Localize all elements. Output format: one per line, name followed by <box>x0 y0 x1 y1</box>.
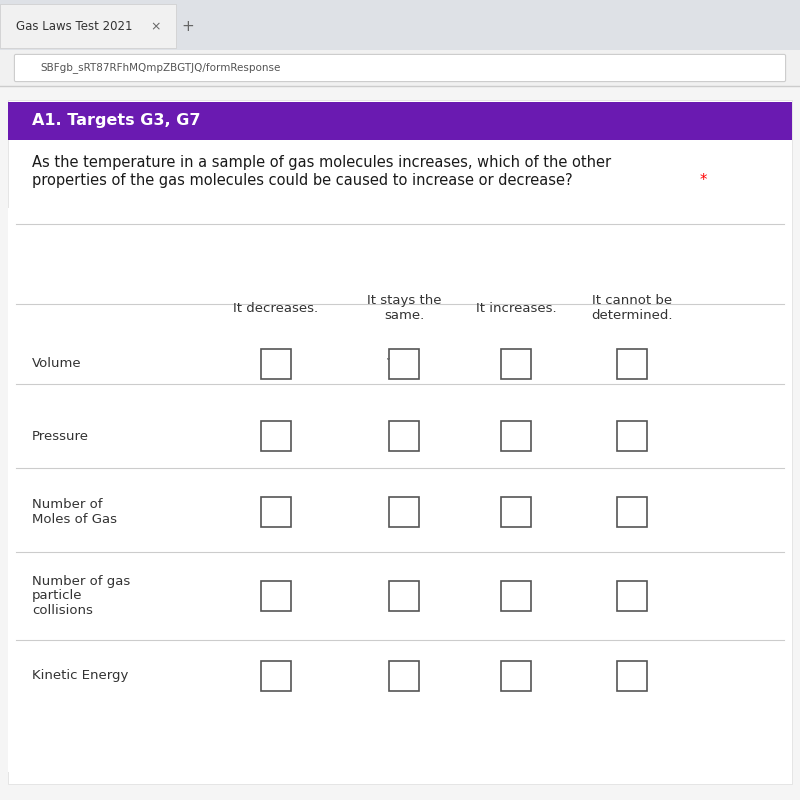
Text: ˇ: ˇ <box>384 359 389 369</box>
Text: Gas Laws Test 2021: Gas Laws Test 2021 <box>16 20 133 33</box>
FancyBboxPatch shape <box>8 208 792 772</box>
FancyBboxPatch shape <box>617 349 647 379</box>
FancyBboxPatch shape <box>8 102 792 140</box>
FancyBboxPatch shape <box>501 497 531 527</box>
FancyBboxPatch shape <box>389 497 419 527</box>
FancyBboxPatch shape <box>617 421 647 451</box>
Text: It decreases.: It decreases. <box>234 302 318 314</box>
FancyBboxPatch shape <box>0 50 800 84</box>
FancyBboxPatch shape <box>0 4 176 48</box>
FancyBboxPatch shape <box>261 661 291 691</box>
FancyBboxPatch shape <box>617 661 647 691</box>
FancyBboxPatch shape <box>389 349 419 379</box>
Text: Number of
Moles of Gas: Number of Moles of Gas <box>32 498 117 526</box>
Text: A1. Targets G3, G7: A1. Targets G3, G7 <box>32 114 201 128</box>
FancyBboxPatch shape <box>14 54 786 82</box>
Text: Kinetic Energy: Kinetic Energy <box>32 670 128 682</box>
FancyBboxPatch shape <box>0 0 800 52</box>
FancyBboxPatch shape <box>0 86 800 800</box>
FancyBboxPatch shape <box>617 581 647 611</box>
FancyBboxPatch shape <box>261 581 291 611</box>
FancyBboxPatch shape <box>261 497 291 527</box>
FancyBboxPatch shape <box>261 421 291 451</box>
Text: It stays the
same.: It stays the same. <box>366 294 442 322</box>
Text: It increases.: It increases. <box>476 302 556 314</box>
Text: As the temperature in a sample of gas molecules increases, which of the other: As the temperature in a sample of gas mo… <box>32 155 611 170</box>
FancyBboxPatch shape <box>8 100 792 784</box>
Text: properties of the gas molecules could be caused to increase or decrease?: properties of the gas molecules could be… <box>32 173 573 187</box>
Text: SBFgb_sRT87RFhMQmpZBGTJQ/formResponse: SBFgb_sRT87RFhMQmpZBGTJQ/formResponse <box>40 62 280 74</box>
Text: Number of gas
particle
collisions: Number of gas particle collisions <box>32 574 130 618</box>
FancyBboxPatch shape <box>261 349 291 379</box>
Text: Volume: Volume <box>32 358 82 370</box>
FancyBboxPatch shape <box>501 421 531 451</box>
FancyBboxPatch shape <box>501 581 531 611</box>
Text: Pressure: Pressure <box>32 430 89 442</box>
FancyBboxPatch shape <box>389 421 419 451</box>
Text: *: * <box>700 173 707 187</box>
FancyBboxPatch shape <box>501 661 531 691</box>
FancyBboxPatch shape <box>617 497 647 527</box>
Text: +: + <box>182 19 194 34</box>
Text: ×: × <box>150 20 162 33</box>
FancyBboxPatch shape <box>501 349 531 379</box>
Text: It cannot be
determined.: It cannot be determined. <box>591 294 673 322</box>
FancyBboxPatch shape <box>389 581 419 611</box>
FancyBboxPatch shape <box>389 661 419 691</box>
